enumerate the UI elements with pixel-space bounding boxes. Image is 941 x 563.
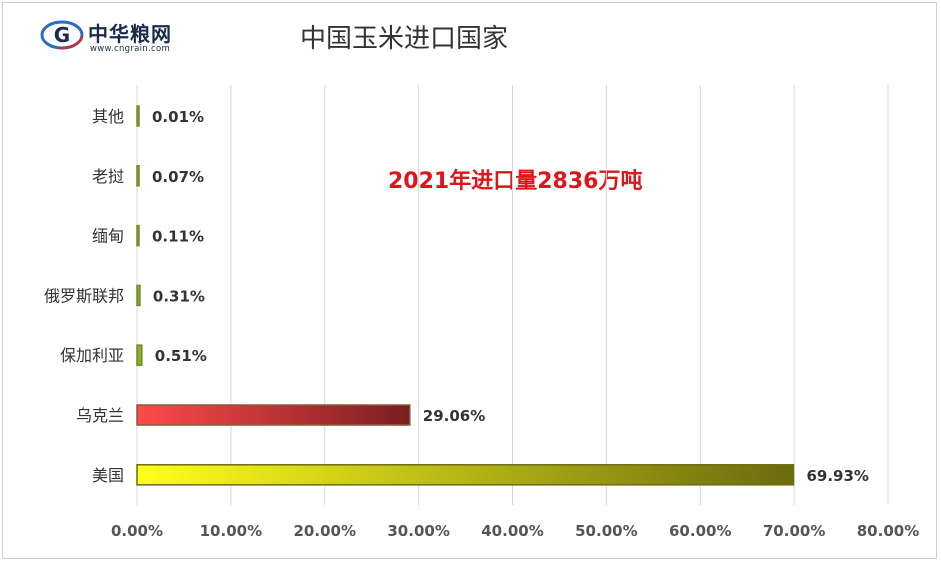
bar (136, 165, 140, 187)
x-tick-label: 70.00% (763, 522, 825, 540)
chart-annotation: 2021年进口量2836万吨 (388, 169, 643, 194)
value-label: 29.06% (423, 407, 485, 425)
x-tick-label: 30.00% (387, 522, 449, 540)
logo: G 中华粮网 www.cngrain.com (40, 16, 210, 56)
logo-name: 中华粮网 (88, 22, 172, 46)
bar (136, 284, 141, 307)
category-label: 老挝 (92, 167, 124, 186)
value-label: 0.01% (152, 108, 204, 126)
value-label: 0.11% (152, 228, 204, 246)
x-tick-label: 20.00% (294, 522, 356, 540)
category-label: 美国 (92, 466, 124, 485)
x-tick-label: 80.00% (857, 522, 919, 540)
logo-mark-icon: G (40, 20, 84, 50)
category-label: 缅甸 (92, 227, 124, 246)
bar (136, 344, 143, 366)
value-label: 0.31% (153, 287, 205, 305)
bar (136, 404, 411, 426)
x-tick-label: 50.00% (575, 522, 637, 540)
chart-title: 中国玉米进口国家 (300, 24, 509, 54)
x-tick-label: 10.00% (200, 522, 262, 540)
category-label: 乌克兰 (76, 406, 124, 425)
svg-text:G: G (54, 23, 70, 47)
category-label: 其他 (92, 107, 124, 126)
value-label: 69.93% (806, 467, 868, 485)
value-label: 0.07% (152, 168, 204, 186)
bar (136, 464, 795, 486)
category-label: 俄罗斯联邦 (44, 286, 124, 305)
bar (136, 224, 140, 247)
category-label: 保加利亚 (60, 346, 124, 365)
x-tick-label: 60.00% (669, 522, 731, 540)
x-tick-label: 0.00% (111, 522, 163, 540)
x-tick-label: 40.00% (481, 522, 543, 540)
logo-url: www.cngrain.com (90, 44, 171, 54)
bar (136, 105, 140, 127)
value-label: 0.51% (155, 347, 207, 365)
